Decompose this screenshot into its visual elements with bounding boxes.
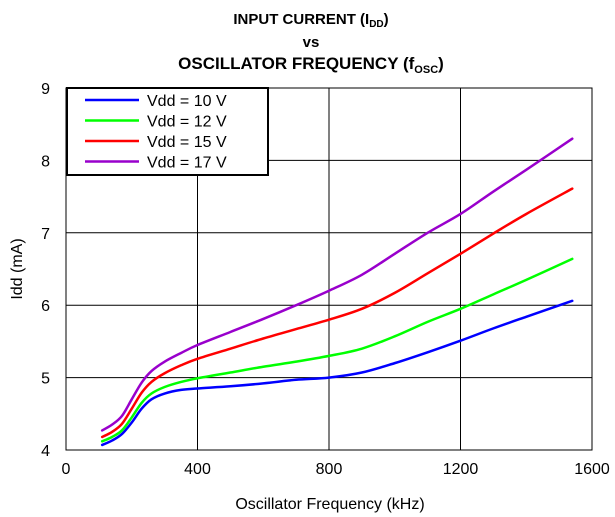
series-layer: [100, 137, 574, 447]
series-line-4: [100, 137, 574, 432]
tick-labels: 0 400 800 1200 1600 4 5 6 7 8 9: [41, 81, 610, 478]
y-tick-label: 7: [41, 226, 50, 243]
legend-label: Vdd = 12 V: [147, 114, 227, 131]
plot-frame: [65, 87, 593, 451]
series-line-3: [100, 187, 574, 439]
x-tick-label: 400: [184, 461, 211, 478]
y-axis-label: Idd (mA): [9, 238, 26, 299]
x-tick-label: 1600: [574, 461, 610, 478]
legend: Vdd = 10 V Vdd = 12 V Vdd = 15 V Vdd = 17 V: [66, 87, 269, 176]
y-tick-label: 4: [41, 443, 50, 460]
y-tick-label: 5: [41, 371, 50, 388]
y-tick-label: 9: [41, 81, 50, 98]
legend-label: Vdd = 10 V: [147, 93, 227, 110]
chart-title-line-1: INPUT CURRENT (IDD): [233, 11, 388, 30]
x-tick-label: 800: [316, 461, 343, 478]
legend-label: Vdd = 15 V: [147, 134, 227, 151]
x-axis-label: Oscillator Frequency (kHz): [235, 496, 424, 513]
series-line-1: [100, 299, 574, 447]
series-line-2: [100, 257, 574, 443]
chart-title-line-3: OSCILLATOR FREQUENCY (fOSC): [178, 54, 444, 76]
x-tick-label: 0: [62, 461, 71, 478]
x-tick-label: 1200: [443, 461, 479, 478]
y-tick-label: 6: [41, 298, 50, 315]
legend-label: Vdd = 17 V: [147, 155, 227, 172]
y-tick-label: 8: [41, 153, 50, 170]
chart-title-line-2: vs: [303, 34, 320, 51]
